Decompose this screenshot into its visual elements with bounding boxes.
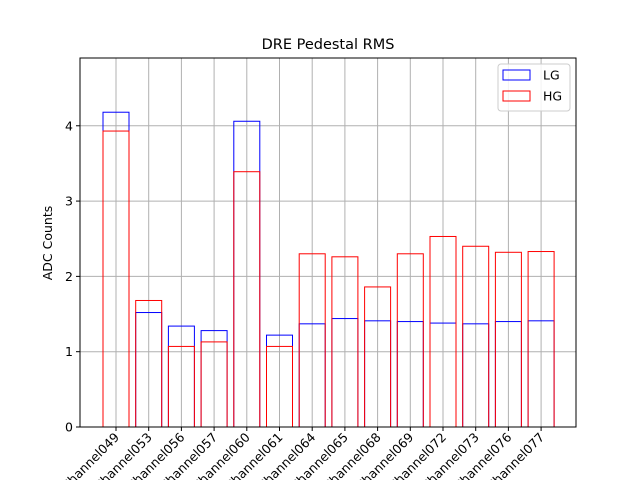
legend-swatch-hg bbox=[502, 90, 531, 102]
legend-label-hg: HG bbox=[543, 89, 562, 104]
y-tick-label: 1 bbox=[65, 344, 73, 359]
y-tick-label: 0 bbox=[65, 420, 73, 435]
y-tick-label: 4 bbox=[65, 118, 73, 133]
y-tick-label: 2 bbox=[65, 269, 73, 284]
legend: LG HG bbox=[497, 63, 571, 112]
y-axis-label: ADC Counts bbox=[40, 206, 55, 281]
y-tick-label: 3 bbox=[65, 194, 73, 209]
chart-title: DRE Pedestal RMS bbox=[262, 37, 395, 53]
legend-label-lg: LG bbox=[543, 68, 560, 83]
legend-swatch-lg bbox=[502, 69, 531, 81]
plot-frame bbox=[79, 57, 577, 428]
legend-box bbox=[497, 63, 571, 112]
grid-lines bbox=[80, 58, 576, 428]
